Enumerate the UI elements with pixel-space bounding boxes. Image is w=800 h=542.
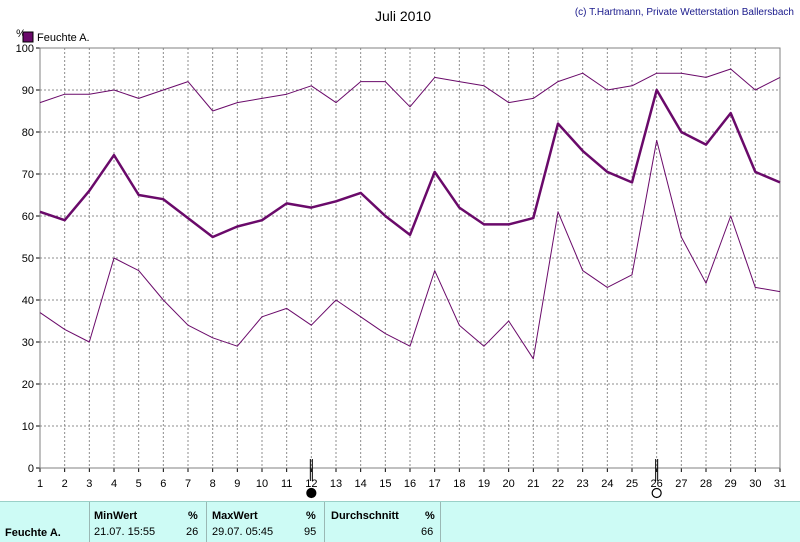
stats-max-time: 29.07. 05:45 xyxy=(212,526,274,538)
y-tick-label: 10 xyxy=(22,421,34,433)
x-axis-ticks: 1 2 3 4 5 6 7 8 9 10 11 12 13 14 15 16 17 18 19 20 21 22 23 24 2… xyxy=(37,468,786,490)
x-tick-label: 1 xyxy=(37,478,43,490)
humidity-chart: Juli 2010 (c) T.Hartmann, Private Wetter… xyxy=(16,7,794,499)
x-tick-label: 7 xyxy=(185,478,191,490)
y-tick-label: 20 xyxy=(22,379,34,391)
stats-min-header: MinWert xyxy=(94,510,138,522)
stats-empty-cell xyxy=(440,502,800,542)
x-tick-label: 22 xyxy=(552,478,564,490)
y-tick-label: 30 xyxy=(22,337,34,349)
stats-avg-cell: Durchschnitt % 66 xyxy=(324,502,441,542)
stats-avg-value: 66 xyxy=(421,526,434,538)
new-moon-icon xyxy=(306,487,317,499)
stats-max-cell: MaxWert % 29.07. 05:45 95 xyxy=(206,502,325,542)
x-tick-label: 29 xyxy=(725,478,737,490)
y-tick-label: 40 xyxy=(22,295,34,307)
x-tick-label: 6 xyxy=(160,478,166,490)
stats-max-header: MaxWert xyxy=(212,510,258,522)
x-tick-label: 26 xyxy=(651,478,663,490)
x-tick-label: 18 xyxy=(453,478,465,490)
x-tick-label: 12 xyxy=(305,478,317,490)
x-tick-label: 3 xyxy=(86,478,92,490)
chart-credit: (c) T.Hartmann, Private Wetterstation Ba… xyxy=(575,7,794,18)
y-tick-label: 70 xyxy=(22,169,34,181)
legend-swatch xyxy=(22,31,34,43)
y-tick-label: 80 xyxy=(22,127,34,139)
x-tick-label: 25 xyxy=(626,478,638,490)
x-tick-label: 28 xyxy=(700,478,712,490)
x-tick-label: 11 xyxy=(281,478,292,490)
x-tick-label: 30 xyxy=(749,478,761,490)
y-tick-label: 60 xyxy=(22,211,34,223)
y-tick-label: 100 xyxy=(16,43,34,55)
x-tick-label: 17 xyxy=(429,478,441,490)
chart-grid xyxy=(40,48,780,468)
series-lines xyxy=(39,68,781,360)
stats-max-unit: % xyxy=(306,510,316,522)
series-line-min xyxy=(39,139,781,360)
x-tick-label: 19 xyxy=(478,478,490,490)
statistics-table: Feuchte A. MinWert % 21.07. 15:55 26 Max… xyxy=(0,501,800,542)
stats-min-cell: MinWert % 21.07. 15:55 26 xyxy=(89,502,207,542)
x-tick-label: 31 xyxy=(774,478,786,490)
x-tick-label: 2 xyxy=(62,478,68,490)
y-tick-label: 0 xyxy=(28,463,34,475)
stats-avg-header: Durchschnitt xyxy=(331,510,399,522)
chart-title: Juli 2010 xyxy=(375,8,431,24)
full-moon-icon xyxy=(651,487,662,499)
series-line-max xyxy=(39,68,781,112)
x-tick-label: 23 xyxy=(577,478,589,490)
stats-avg-unit: % xyxy=(425,510,435,522)
x-tick-label: 16 xyxy=(404,478,416,490)
x-tick-label: 13 xyxy=(330,478,342,490)
x-tick-label: 24 xyxy=(601,478,613,490)
x-tick-label: 21 xyxy=(527,478,539,490)
plot-frame xyxy=(39,47,781,469)
legend-label: Feuchte A. xyxy=(37,32,90,44)
x-tick-label: 8 xyxy=(210,478,216,490)
y-tick-label: 50 xyxy=(22,253,34,265)
series-line-mean xyxy=(39,88,781,239)
x-tick-label: 14 xyxy=(355,478,367,490)
x-tick-label: 5 xyxy=(136,478,142,490)
x-tick-label: 15 xyxy=(379,478,391,490)
x-tick-label: 20 xyxy=(503,478,515,490)
y-axis-ticks: 0 10 20 30 40 50 60 70 80 90 100 xyxy=(16,43,40,475)
stats-min-value: 26 xyxy=(186,526,199,538)
stats-max-value: 95 xyxy=(304,526,317,538)
y-axis-unit: % xyxy=(16,28,26,40)
x-tick-label: 27 xyxy=(675,478,687,490)
stats-min-unit: % xyxy=(188,510,198,522)
x-tick-label: 10 xyxy=(256,478,268,490)
x-tick-label: 9 xyxy=(234,478,240,490)
y-tick-label: 90 xyxy=(22,85,34,97)
x-tick-label: 4 xyxy=(111,478,117,490)
stats-min-time: 21.07. 15:55 xyxy=(94,526,156,538)
moon-phase-markers xyxy=(306,459,662,499)
stats-series-label: Feuchte A. xyxy=(5,527,61,539)
